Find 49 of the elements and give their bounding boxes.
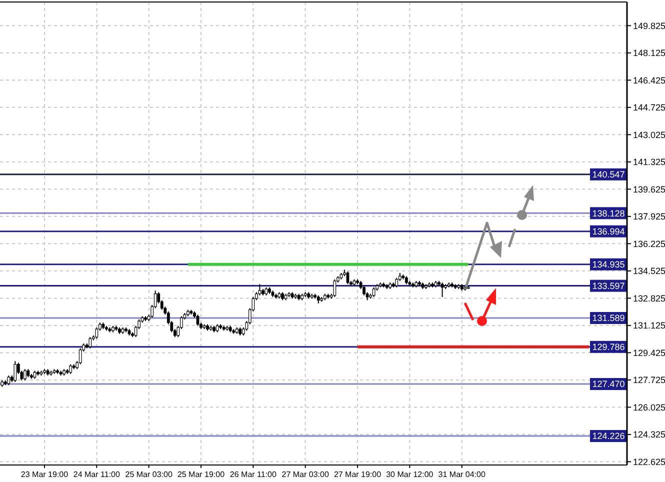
- y-tick-label: 146.425: [633, 75, 665, 86]
- y-tick-label: 149.825: [633, 20, 665, 31]
- x-tick-label: 25 Mar 19:00: [177, 470, 226, 479]
- candlestick: [372, 286, 376, 298]
- candlestick: [440, 282, 444, 298]
- ref-line-label: 131.589: [592, 313, 625, 324]
- y-tick-label: 134.525: [633, 266, 665, 276]
- x-tick-label: 25 Mar 03:00: [125, 470, 173, 479]
- candlestick: [7, 375, 10, 386]
- y-tick-label: 129.425: [633, 348, 665, 358]
- candlestick: [78, 348, 82, 365]
- y-tick-label: 139.625: [633, 184, 665, 194]
- candlestick: [69, 364, 72, 374]
- y-tick-label: 126.025: [633, 402, 665, 412]
- y-tick-label: 144.725: [633, 102, 665, 113]
- candlestick: [95, 326, 98, 340]
- ref-line-label: 134.935: [592, 260, 625, 270]
- x-tick-label: 26 Mar 11:00: [230, 470, 278, 479]
- y-tick-label: 143.025: [633, 130, 665, 140]
- y-tick-label: 137.925: [633, 212, 665, 222]
- y-tick-label: 141.325: [633, 157, 665, 168]
- ref-line-label: 129.786: [592, 342, 625, 352]
- candlestick: [14, 360, 17, 382]
- y-tick-label: 127.725: [633, 375, 665, 386]
- x-tick-label: 23 Mar 19:00: [20, 470, 69, 479]
- y-tick-label: 132.825: [633, 293, 665, 304]
- x-tick-label: 31 Mar 04:00: [438, 470, 486, 479]
- ref-line-label: 133.597: [592, 280, 625, 291]
- candlestick: [362, 285, 366, 296]
- candlestick: [88, 336, 92, 349]
- y-tick-label: 124.325: [633, 430, 665, 440]
- candlestick: [346, 270, 350, 285]
- x-tick-label: 27 Mar 03:00: [282, 470, 330, 479]
- x-tick-label: 27 Mar 19:00: [334, 470, 382, 479]
- x-tick-label: 24 Mar 11:00: [73, 470, 120, 479]
- ref-line-label: 138.128: [592, 208, 625, 218]
- candlestick: [395, 277, 398, 288]
- candlestick: [24, 368, 26, 381]
- ref-line-label: 140.547: [592, 170, 625, 180]
- x-tick-label: 30 Mar 12:00: [386, 470, 434, 479]
- y-tick-label: 122.625: [633, 456, 665, 467]
- ref-line-label: 124.226: [592, 431, 625, 442]
- candlestick: [258, 284, 262, 296]
- y-tick-label: 131.125: [633, 320, 665, 331]
- y-tick-label: 148.125: [633, 48, 665, 58]
- ref-line-label: 127.470: [592, 379, 625, 390]
- candlestick: [333, 278, 336, 298]
- y-tick-label: 136.225: [633, 238, 665, 249]
- ref-line-label: 136.994: [592, 226, 625, 236]
